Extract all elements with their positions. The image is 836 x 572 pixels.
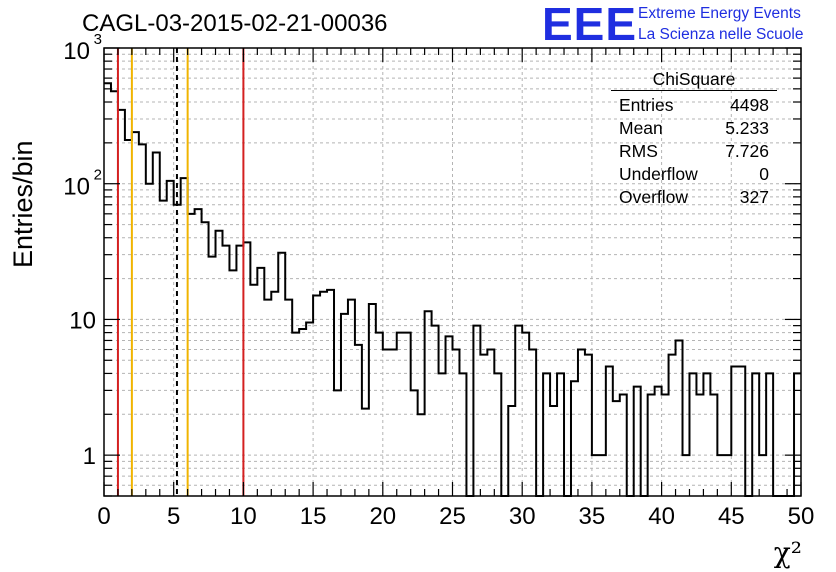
x-tick-label: 15 [300,503,327,530]
logo-line-1: Extreme Energy Events [638,5,801,22]
stats-row-entries: Entries 4498 [611,94,777,117]
x-tick-label: 5 [167,503,180,530]
y-tick-label: 1 [83,443,96,470]
stats-value: 7.726 [725,141,769,161]
stats-label: Underflow [619,164,698,184]
y-tick-label: 10 [63,38,90,65]
eee-logo: EEE Extreme Energy Events La Scienza nel… [542,0,832,50]
x-tick-label: 35 [579,503,606,530]
stats-value: 4498 [730,95,769,115]
stats-row-underflow: Underflow 0 [611,163,777,186]
stats-label: Entries [619,95,674,115]
chart-title: CAGL-03-2015-02-21-00036 [82,10,388,37]
stats-row-overflow: Overflow 327 [611,186,777,209]
stats-label: RMS [619,141,658,161]
y-tick-label: 10 [69,307,96,334]
x-tick-label: 10 [230,503,257,530]
stats-title: ChiSquare [611,68,777,91]
x-tick-label: 30 [509,503,536,530]
stats-value: 0 [759,164,769,184]
x-tick-label: 0 [97,503,110,530]
stats-label: Mean [619,118,663,138]
x-tick-label: 50 [788,503,815,530]
logo-line-2: La Scienza nelle Scuole [638,26,804,43]
y-axis-label: Entries/bin [8,140,38,268]
histogram-line [104,82,801,497]
stats-value: 327 [739,187,769,207]
marker-lines [116,48,245,496]
axis-ticks [103,47,802,497]
x-tick-label: 40 [648,503,675,530]
x-tick-label: 25 [439,503,466,530]
histogram-series [104,82,801,497]
x-tick-label: 20 [369,503,396,530]
logo-mark: EEE [542,0,638,50]
y-tick-exponent: 2 [94,167,102,184]
x-axis-label: χ² [773,536,802,569]
stats-row-rms: RMS 7.726 [611,140,777,163]
stats-box: ChiSquare Entries 4498 Mean 5.233 RMS 7.… [611,68,777,209]
stats-label: Overflow [619,187,689,207]
y-tick-exponent: 3 [94,31,102,48]
stats-value: 5.233 [725,118,769,138]
x-tick-label: 45 [718,503,745,530]
y-tick-label: 10 [63,174,90,201]
stats-row-mean: Mean 5.233 [611,117,777,140]
